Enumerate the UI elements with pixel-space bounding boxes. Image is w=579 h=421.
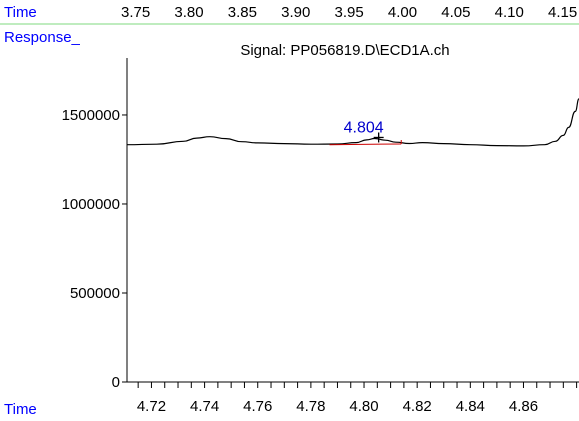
top-time-tick-label: 3.85: [228, 4, 257, 21]
x-axis-ticks: 4.72 4.74 4.76 4.78 4.80 4.82 4.84 4.86: [137, 382, 577, 415]
x-tick-label: 4.76: [243, 398, 272, 415]
top-time-tick-label: 3.90: [281, 4, 310, 21]
y-tick-label: 1000000: [62, 196, 120, 213]
y-tick-label: 1500000: [62, 107, 120, 124]
x-tick-label: 4.72: [137, 398, 166, 415]
peak-baseline: [329, 144, 401, 145]
x-tick-label: 4.86: [509, 398, 538, 415]
y-tick-label: 0: [112, 374, 120, 391]
x-tick-label: 4.74: [190, 398, 219, 415]
bottom-time-label: Time: [4, 401, 37, 418]
top-time-tick-label: 4.00: [388, 4, 417, 21]
response-label: Response_: [4, 29, 81, 46]
top-time-tick-label: 3.75: [121, 4, 150, 21]
peak-label: 4.804: [344, 119, 384, 136]
x-tick-label: 4.80: [349, 398, 378, 415]
x-tick-label: 4.82: [403, 398, 432, 415]
x-tick-label: 4.84: [456, 398, 485, 415]
x-tick-label: 4.78: [296, 398, 325, 415]
y-tick-label: 500000: [70, 285, 120, 302]
top-time-tick-label: 4.05: [441, 4, 470, 21]
top-time-tick-label: 3.80: [174, 4, 203, 21]
top-time-ticks: 3.75 3.80 3.85 3.90 3.95 4.00 4.05 4.10 4.15: [121, 4, 577, 21]
top-time-tick-label: 4.10: [495, 4, 524, 21]
top-time-tick-label: 3.95: [335, 4, 364, 21]
top-time-tick-label: 4.15: [548, 4, 577, 21]
y-axis-ticks: 0 500000 1000000 1500000: [62, 107, 127, 391]
top-time-label: Time: [4, 4, 37, 21]
signal-title: Signal: PP056819.D\ECD1A.ch: [240, 42, 449, 59]
